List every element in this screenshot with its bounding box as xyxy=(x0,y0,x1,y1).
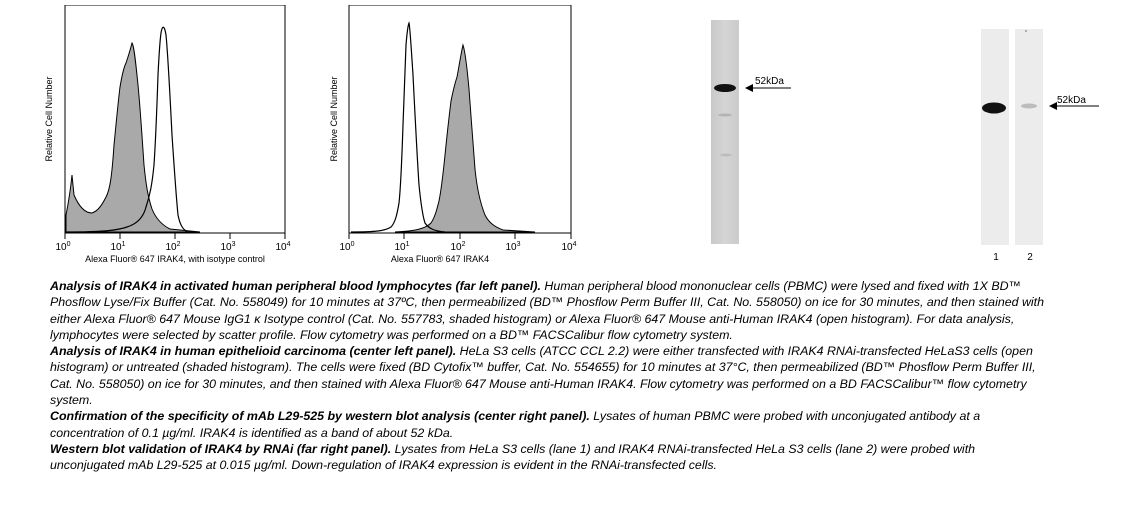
blot-band-lane-2 xyxy=(1021,103,1037,109)
marker-arrowhead xyxy=(745,84,753,92)
western-blot-panel-1: 52kDa xyxy=(711,20,791,244)
caption-heading: Confirmation of the specificity of mAb L… xyxy=(50,409,590,424)
blot-band-52kda xyxy=(714,84,736,92)
y-axis-label: Relative Cell Number xyxy=(329,76,339,161)
marker-arrowhead xyxy=(1049,102,1057,110)
marker-label: 52kDa xyxy=(755,76,784,87)
caption-body: Lysates from HeLa S3 cells (lane 1) and … xyxy=(50,441,976,473)
x-axis-ticks xyxy=(64,233,286,239)
lane-label-1: 1 xyxy=(993,252,999,263)
x-tick-labels: 100 101 102 103 104 xyxy=(339,241,576,253)
x-tick-labels: 100 101 102 103 104 xyxy=(55,241,290,253)
open-histogram-irak4 xyxy=(65,26,189,233)
x-axis-label: Alexa Fluor® 647 IRAK4, with isotype con… xyxy=(85,254,265,264)
caption-body: Human peripheral blood mononuclear cells… xyxy=(50,279,1044,342)
blot-lane xyxy=(711,20,739,244)
svg-text:102: 102 xyxy=(165,241,180,253)
figure-caption: Analysis of IRAK4 in activated human per… xyxy=(50,278,1050,474)
svg-text:103: 103 xyxy=(505,241,520,253)
svg-text:104: 104 xyxy=(561,241,576,253)
histogram-panel-1: Relative Cell Number 100 101 102 103 104… xyxy=(44,5,291,264)
y-axis-label: Relative Cell Number xyxy=(44,76,54,161)
svg-text:103: 103 xyxy=(220,241,235,253)
blot-speck xyxy=(1025,30,1027,32)
x-axis-ticks xyxy=(348,233,572,239)
caption-heading: Western blot validation of IRAK4 by RNAi… xyxy=(50,441,392,456)
faint-band xyxy=(720,153,732,157)
plot-frame xyxy=(64,5,286,234)
caption-body: HeLa S3 cells (ATCC CCL 2.2) were either… xyxy=(50,344,1036,408)
svg-text:104: 104 xyxy=(275,241,290,253)
caption-body: Lysates of human PBMC were probed with u… xyxy=(50,409,981,440)
caption-paragraph: Western blot validation of IRAK4 by RNAi… xyxy=(50,441,1050,474)
marker-label: 52kDa xyxy=(1057,95,1086,106)
x-axis-label: Alexa Fluor® 647 IRAK4 xyxy=(391,254,489,264)
shaded-histogram-isotype xyxy=(65,42,201,233)
caption-heading: Analysis of IRAK4 in activated human per… xyxy=(50,279,541,293)
faint-band xyxy=(718,113,732,117)
caption-heading: Analysis of IRAK4 in human epithelioid c… xyxy=(50,344,457,359)
caption-paragraph: Confirmation of the specificity of mAb L… xyxy=(50,408,1050,441)
caption-paragraph: Analysis of IRAK4 in human epithelioid c… xyxy=(50,343,1050,408)
svg-text:100: 100 xyxy=(55,241,70,253)
blot-lane-2 xyxy=(1015,29,1043,245)
svg-text:101: 101 xyxy=(110,241,125,253)
caption-paragraph: Analysis of IRAK4 in activated human per… xyxy=(50,278,1050,343)
svg-text:102: 102 xyxy=(450,241,465,253)
histogram-panel-2: Relative Cell Number 100 101 102 103 104… xyxy=(329,5,577,264)
blot-band-lane-1 xyxy=(982,102,1006,114)
lane-label-2: 2 xyxy=(1027,252,1033,263)
open-histogram-rnai xyxy=(350,21,446,233)
shaded-histogram-untreated xyxy=(394,43,536,233)
svg-text:101: 101 xyxy=(394,241,409,253)
western-blot-panel-2: 52kDa 1 2 xyxy=(981,29,1099,263)
blot-lane-1 xyxy=(981,29,1009,245)
svg-text:100: 100 xyxy=(339,241,354,253)
